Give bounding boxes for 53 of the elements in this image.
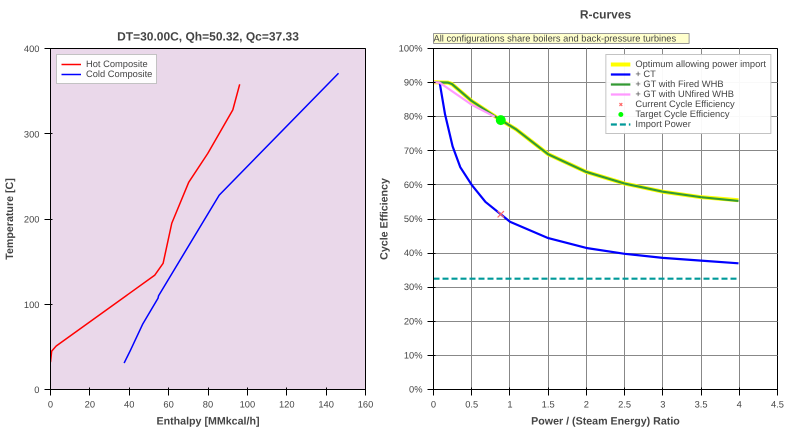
legend-label: Cold Composite bbox=[86, 69, 152, 79]
y-tick-label: 70% bbox=[404, 146, 422, 156]
legend-label: + GT with Fired WHB bbox=[635, 79, 724, 89]
x-tick-label: 1 bbox=[507, 400, 513, 410]
text: All configurations share boilers and back-pressure turbines bbox=[434, 34, 676, 44]
line-series bbox=[438, 81, 740, 264]
x-tick-label: 4.5 bbox=[771, 400, 784, 410]
x-tick-label: 80 bbox=[202, 400, 214, 410]
x-tick-label: 40 bbox=[124, 400, 134, 410]
x-tick-label: 120 bbox=[278, 400, 295, 410]
legend-label: + GT with UNfired WHB bbox=[635, 89, 734, 99]
y-tick-label: 300 bbox=[24, 129, 40, 140]
chart-title: DT=30.00C, Qh=50.32, Qc=37.33 bbox=[117, 30, 300, 44]
x-tick-label: 3.5 bbox=[694, 400, 708, 410]
x-tick-label: 100 bbox=[240, 400, 256, 410]
y-tick-label: 0 bbox=[34, 385, 40, 395]
y-tick-label: 100% bbox=[398, 44, 422, 54]
x-axis-title: Enthalpy [MMkcal/h] bbox=[156, 416, 260, 428]
x-tick-label: 160 bbox=[358, 400, 374, 410]
legend-label: Import Power bbox=[635, 119, 691, 129]
y-tick-label: 60% bbox=[404, 180, 422, 190]
y-tick-label: 40% bbox=[404, 248, 422, 258]
y-axis-title: Temperature [C] bbox=[4, 178, 16, 260]
x-tick-label: 20 bbox=[84, 400, 96, 410]
chart-title: R-curves bbox=[580, 8, 632, 22]
legend-label: Optimum allowing power import bbox=[635, 59, 766, 69]
y-tick-label: 100 bbox=[24, 300, 40, 310]
y-tick-label: 50% bbox=[404, 214, 422, 224]
legend-label: Target Cycle Efficiency bbox=[635, 109, 730, 119]
x-tick-label: 60 bbox=[163, 400, 174, 410]
y-tick-label: 200 bbox=[24, 214, 40, 224]
x-tick-label: 4 bbox=[736, 400, 742, 410]
x-tick-label: 0 bbox=[48, 400, 54, 410]
x-tick-label: 0 bbox=[430, 400, 436, 410]
x-tick-label: 140 bbox=[318, 400, 334, 410]
y-tick-label: 30% bbox=[404, 282, 422, 292]
y-tick-label: 80% bbox=[404, 112, 422, 122]
x-axis-title: Power / (Steam Energy) Ratio bbox=[531, 416, 680, 428]
legend-label: Hot Composite bbox=[86, 59, 148, 69]
x-tick-label: 2.5 bbox=[618, 400, 632, 410]
x-tick-label: 2 bbox=[584, 400, 589, 410]
x-tick-label: 1.5 bbox=[542, 400, 555, 410]
line-series bbox=[50, 84, 240, 363]
y-axis-title: Cycle Efficiency bbox=[378, 178, 391, 260]
x-tick-label: 3 bbox=[660, 400, 666, 410]
y-tick-label: 90% bbox=[404, 78, 422, 88]
y-tick-label: 0% bbox=[409, 384, 422, 394]
x-tick-label: 0.5 bbox=[465, 400, 478, 410]
legend-label: Current Cycle Efficiency bbox=[635, 99, 735, 109]
y-tick-label: 400 bbox=[24, 44, 40, 54]
legend-label: + CT bbox=[635, 69, 656, 79]
y-tick-label: 10% bbox=[404, 350, 422, 360]
y-tick-label: 20% bbox=[404, 316, 422, 326]
